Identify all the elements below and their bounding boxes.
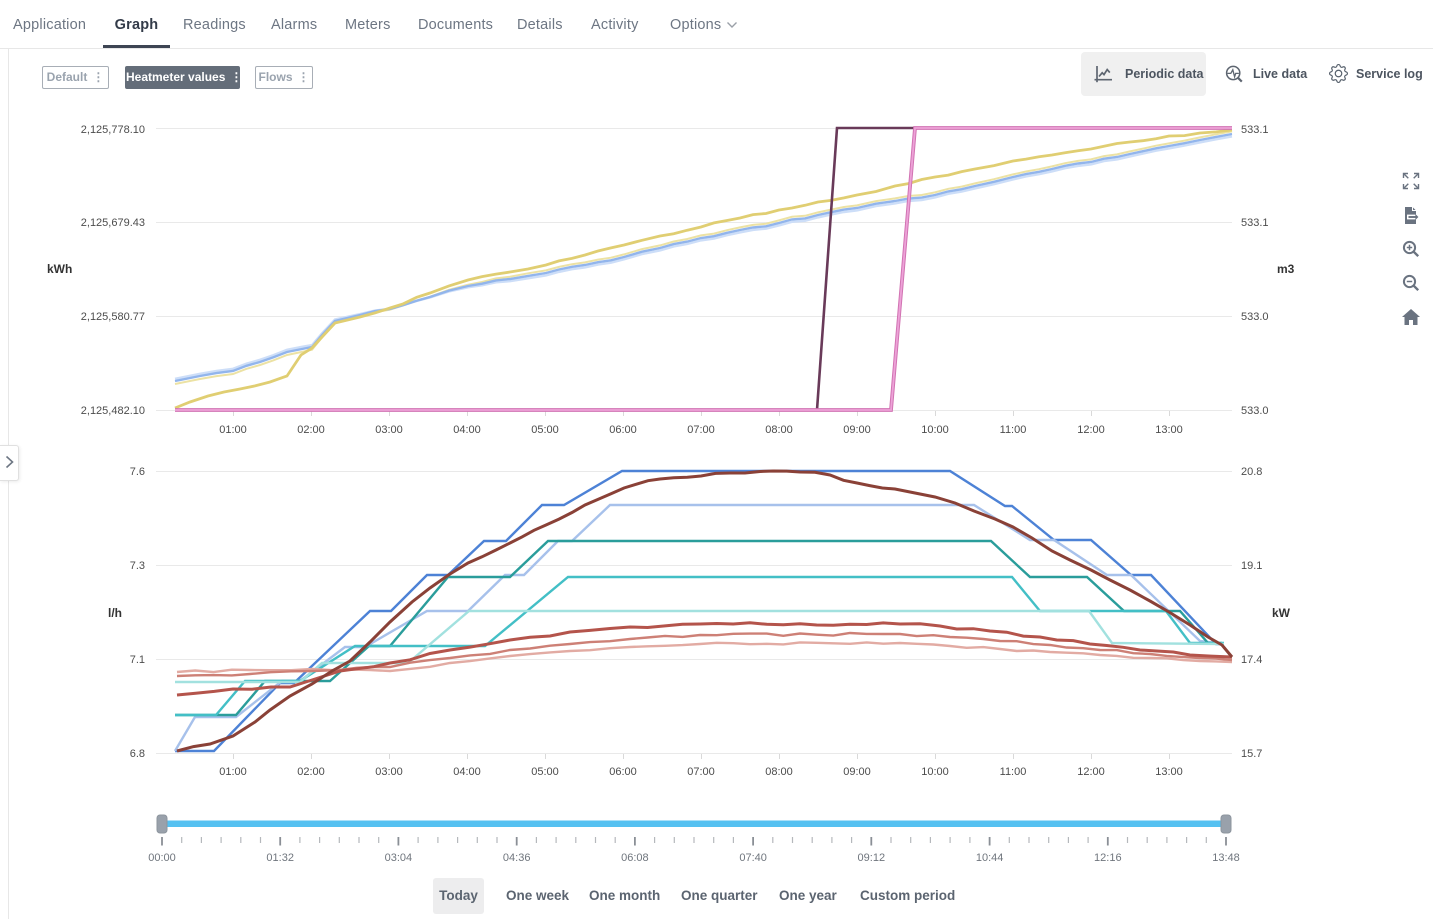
svg-text:09:00: 09:00 (843, 766, 871, 778)
svg-text:00:00: 00:00 (148, 852, 176, 864)
svg-text:01:00: 01:00 (219, 424, 247, 436)
svg-text:01:32: 01:32 (266, 852, 294, 864)
svg-text:kWh: kWh (47, 262, 72, 276)
svg-text:17.4: 17.4 (1241, 654, 1262, 666)
svg-text:09:12: 09:12 (858, 852, 886, 864)
svg-text:kW: kW (1272, 606, 1291, 620)
svg-text:02:00: 02:00 (297, 424, 325, 436)
svg-text:19.1: 19.1 (1241, 560, 1262, 572)
svg-text:13:00: 13:00 (1155, 766, 1183, 778)
svg-text:m3: m3 (1277, 262, 1295, 276)
svg-text:7.1: 7.1 (130, 654, 145, 666)
svg-text:13:00: 13:00 (1155, 424, 1183, 436)
svg-text:2,125,679.43: 2,125,679.43 (81, 217, 145, 229)
svg-text:12:00: 12:00 (1077, 424, 1105, 436)
svg-text:2,125,778.10: 2,125,778.10 (81, 124, 145, 136)
svg-text:06:00: 06:00 (609, 766, 637, 778)
svg-text:07:40: 07:40 (739, 852, 767, 864)
svg-text:l/h: l/h (108, 606, 122, 620)
svg-text:03:00: 03:00 (375, 766, 403, 778)
svg-text:12:00: 12:00 (1077, 766, 1105, 778)
svg-text:12:16: 12:16 (1094, 852, 1122, 864)
svg-text:533.1: 533.1 (1241, 217, 1269, 229)
svg-text:05:00: 05:00 (531, 424, 559, 436)
svg-text:7.6: 7.6 (130, 466, 145, 478)
svg-text:10:00: 10:00 (921, 766, 949, 778)
svg-text:08:00: 08:00 (765, 424, 793, 436)
svg-text:2,125,580.77: 2,125,580.77 (81, 311, 145, 323)
svg-text:15.7: 15.7 (1241, 748, 1262, 760)
svg-text:533.1: 533.1 (1241, 124, 1269, 136)
svg-text:03:00: 03:00 (375, 424, 403, 436)
svg-text:04:00: 04:00 (453, 424, 481, 436)
svg-text:533.0: 533.0 (1241, 405, 1269, 417)
svg-text:11:00: 11:00 (1000, 766, 1027, 778)
svg-text:09:00: 09:00 (843, 424, 871, 436)
svg-text:02:00: 02:00 (297, 766, 325, 778)
svg-text:04:00: 04:00 (453, 766, 481, 778)
svg-text:06:00: 06:00 (609, 424, 637, 436)
svg-text:533.0: 533.0 (1241, 311, 1269, 323)
svg-text:05:00: 05:00 (531, 766, 559, 778)
svg-text:2,125,482.10: 2,125,482.10 (81, 405, 145, 417)
svg-text:10:44: 10:44 (976, 852, 1004, 864)
svg-text:03:04: 03:04 (385, 852, 413, 864)
svg-text:07:00: 07:00 (687, 766, 715, 778)
svg-text:06:08: 06:08 (621, 852, 649, 864)
svg-text:6.8: 6.8 (130, 748, 145, 760)
svg-text:11:00: 11:00 (1000, 424, 1027, 436)
svg-text:10:00: 10:00 (921, 424, 949, 436)
svg-text:20.8: 20.8 (1241, 466, 1262, 478)
svg-text:07:00: 07:00 (687, 424, 715, 436)
svg-text:7.3: 7.3 (130, 560, 145, 572)
svg-text:08:00: 08:00 (765, 766, 793, 778)
svg-text:04:36: 04:36 (503, 852, 531, 864)
svg-text:01:00: 01:00 (219, 766, 247, 778)
svg-text:13:48: 13:48 (1212, 852, 1240, 864)
